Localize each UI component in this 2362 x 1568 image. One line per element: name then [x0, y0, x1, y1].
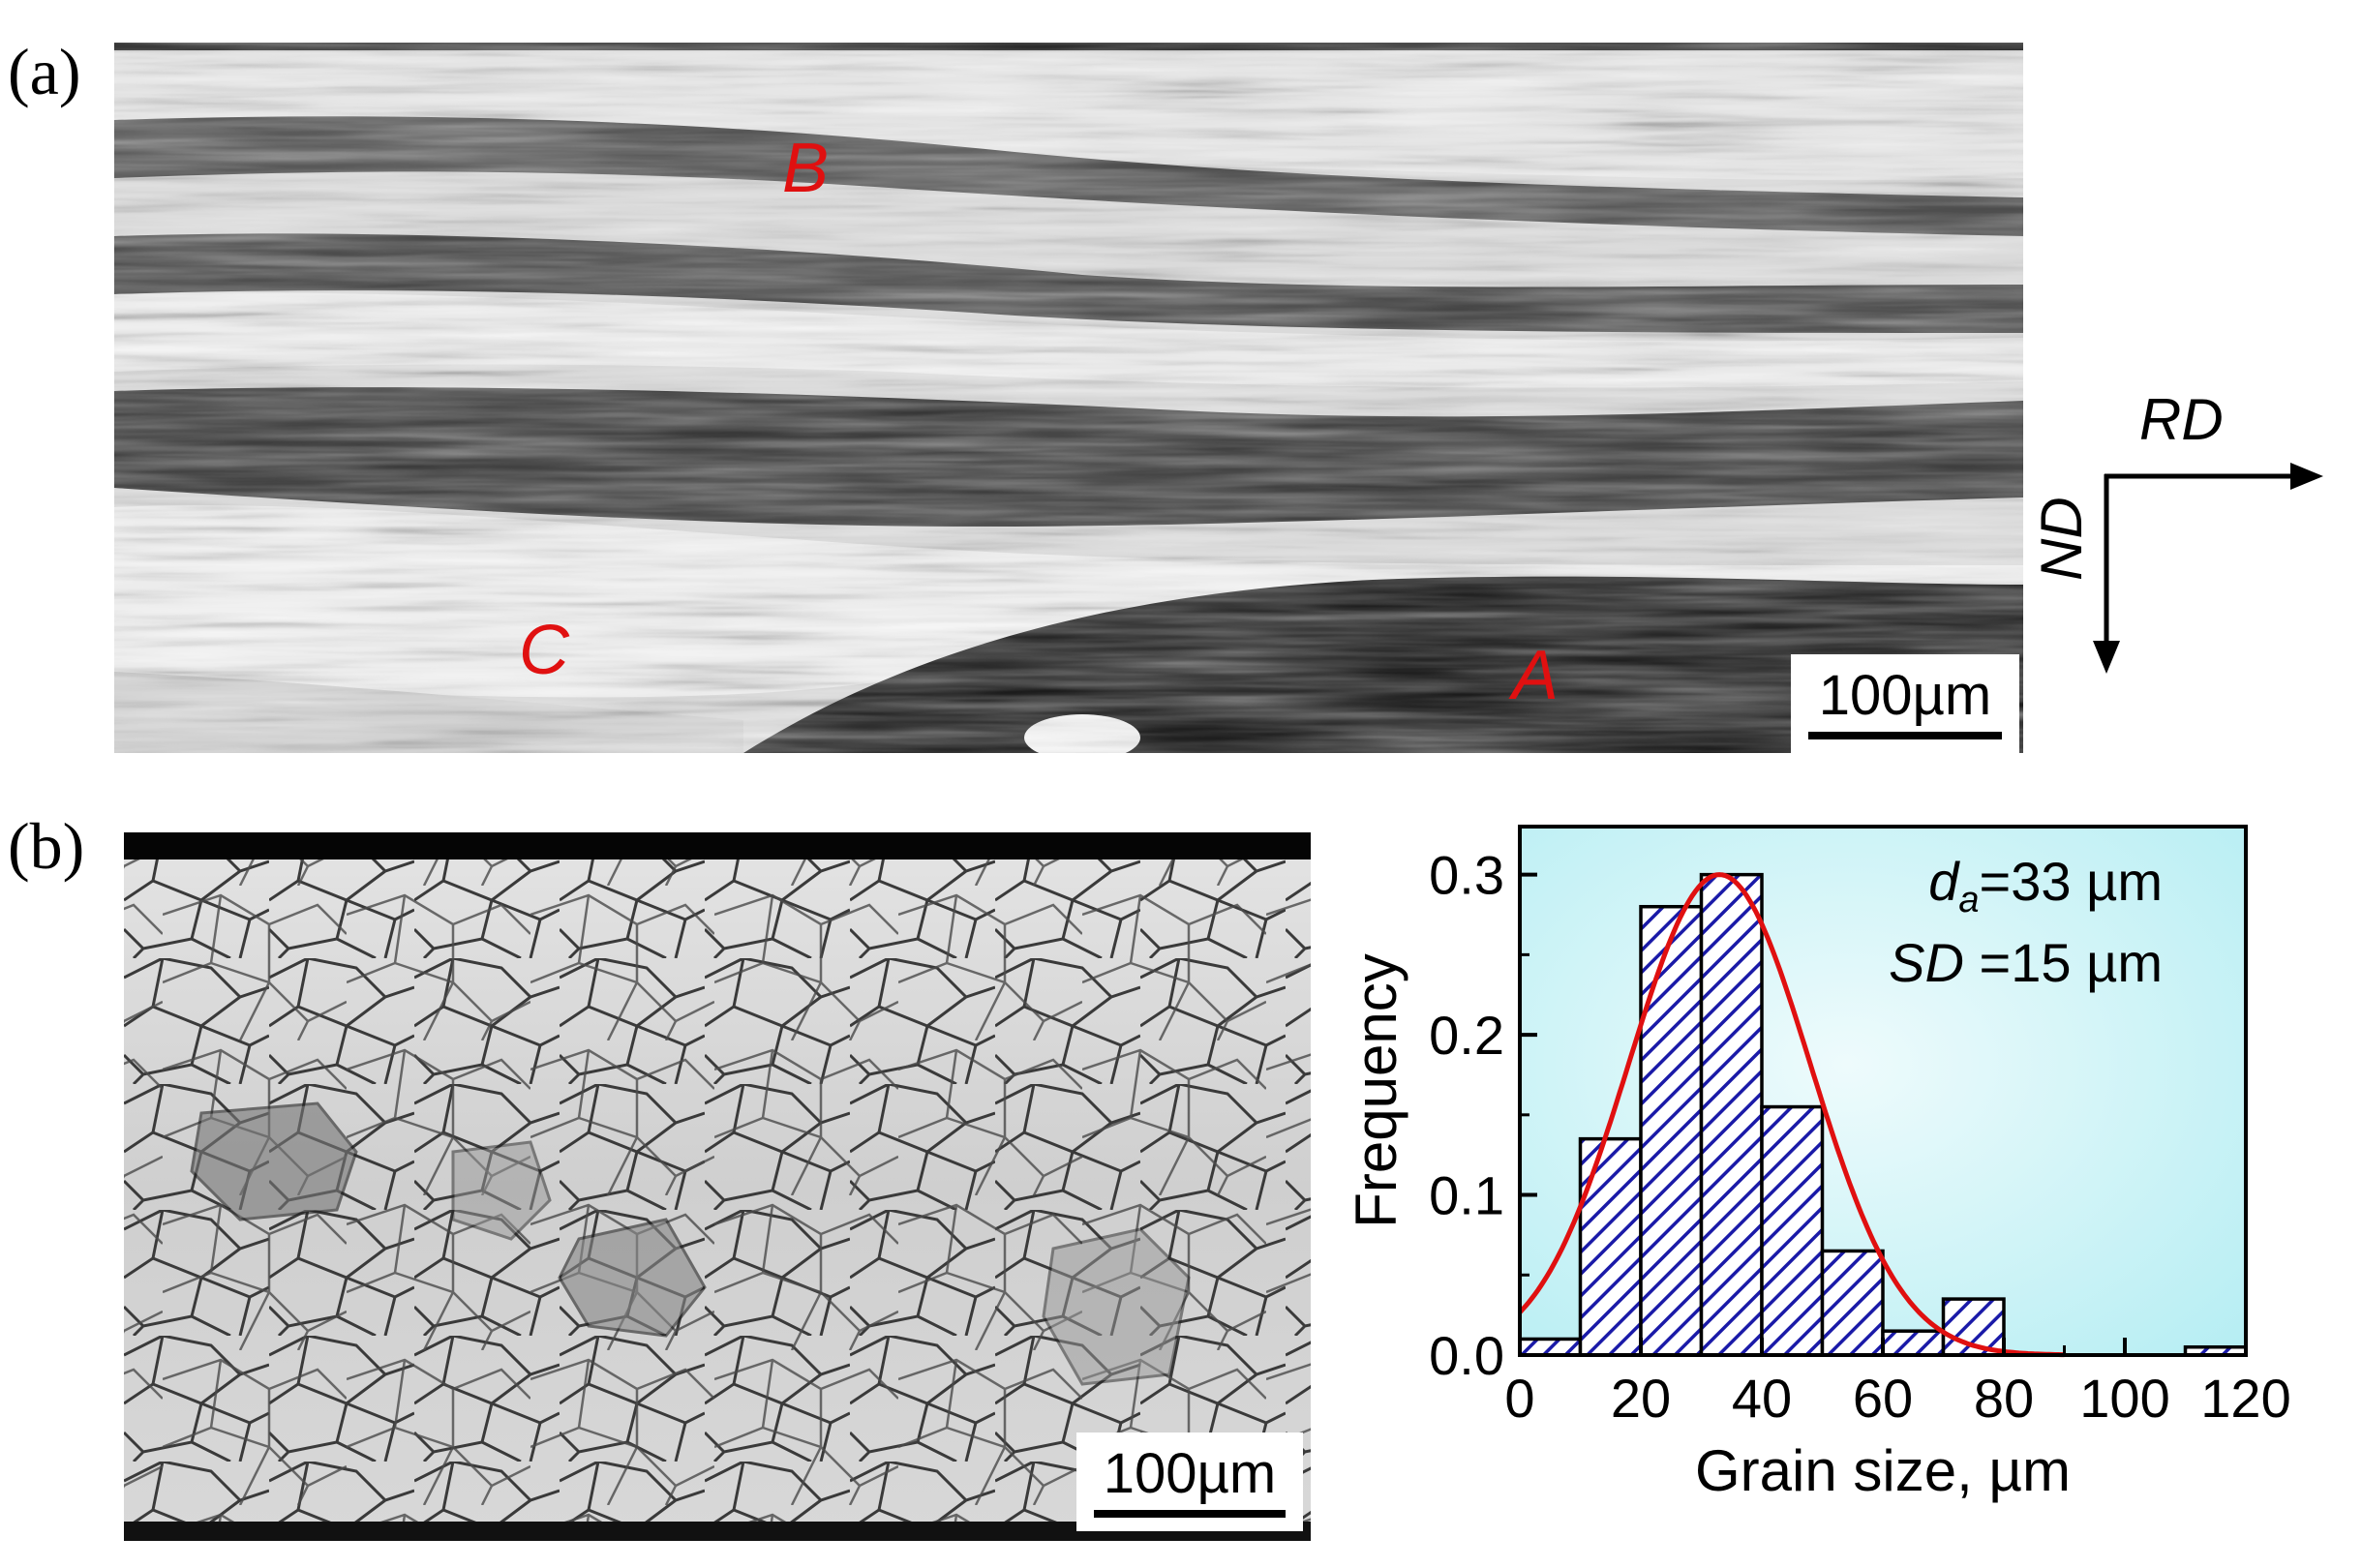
micrograph-b — [124, 832, 1311, 1541]
histogram-bar — [1699, 872, 1764, 1357]
micrograph-b-image — [124, 832, 1311, 1541]
x-tick-label: 0 — [1504, 1368, 1534, 1429]
rd-arrow-head — [2290, 463, 2323, 490]
y-axis-label: Frequency — [1344, 953, 1408, 1227]
x-axis-ticks: 0 20 40 60 80 100 120 — [1504, 1338, 2291, 1429]
stat-annotation: da=33 µm — [1928, 851, 2163, 920]
panel-a-label: (a) — [8, 35, 81, 108]
histogram-bar — [1639, 904, 1704, 1357]
histogram-bar — [1760, 1104, 1825, 1357]
panel-b-label: (b) — [8, 809, 85, 883]
x-tick-label: 100 — [2079, 1368, 2169, 1429]
stats-annotations: da=33 µm SD =15 µm — [1889, 851, 2163, 993]
histogram-bars — [1518, 872, 2248, 1357]
normal-fit-curve — [1518, 872, 2065, 1358]
x-tick-label: 60 — [1853, 1368, 1913, 1429]
region-label-c: C — [519, 612, 569, 689]
histogram-bar — [1820, 1249, 1885, 1357]
histogram-bar — [1518, 1337, 1583, 1357]
y-tick-label: 0.3 — [1429, 845, 1504, 906]
scale-bar-a-label: 100µm — [1818, 664, 1992, 727]
y-tick-label: 0.1 — [1429, 1165, 1504, 1226]
grain-size-histogram: 0 20 40 60 80 100 120 0.0 0.1 0.2 0.3 Grain size,… — [1344, 825, 2291, 1503]
y-tick-label: 0.0 — [1429, 1325, 1504, 1386]
rd-label: RD — [2139, 387, 2224, 452]
x-tick-label: 20 — [1611, 1368, 1671, 1429]
rd-nd-axes — [2093, 463, 2323, 674]
histogram-bar — [1578, 1136, 1643, 1357]
histogram-bar — [1881, 1329, 1946, 1357]
x-tick-label: 40 — [1732, 1368, 1792, 1429]
scale-bar-a: 100µm — [1791, 654, 2019, 753]
y-tick-label: 0.2 — [1429, 1005, 1504, 1066]
micrograph-a-image — [114, 43, 2023, 753]
x-tick-label: 120 — [2200, 1368, 2290, 1429]
stat-annotation: SD =15 µm — [1889, 932, 2163, 993]
region-label-a: A — [1512, 637, 1560, 714]
x-axis-label: Grain size, µm — [1695, 1438, 2071, 1503]
nd-label: ND — [2029, 497, 2094, 581]
scale-bar-b: 100µm — [1076, 1432, 1303, 1531]
scale-bar-b-label: 100µm — [1103, 1442, 1277, 1505]
x-tick-label: 80 — [1974, 1368, 2034, 1429]
micrograph-a — [114, 43, 2023, 753]
nd-arrow-head — [2093, 641, 2120, 674]
y-axis-ticks: 0.0 0.1 0.2 0.3 — [1429, 845, 1537, 1386]
scale-bar-a-line — [1808, 732, 2002, 739]
region-label-b: B — [782, 130, 830, 207]
scale-bar-b-line — [1094, 1510, 1286, 1518]
